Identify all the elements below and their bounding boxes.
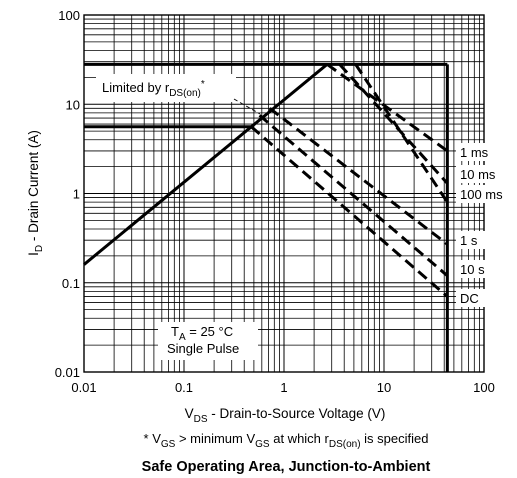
limited-by-rds-label: Limited by rDS(on)* <box>102 79 205 99</box>
curve-label-10-ms: 10 ms <box>460 167 496 182</box>
y-tick-label: 1 <box>73 187 80 202</box>
limited-by-rds-leader <box>233 98 261 115</box>
chart-title: Safe Operating Area, Junction-to-Ambient <box>142 459 431 475</box>
grid <box>83 14 485 373</box>
x-axis-sub: DS <box>194 414 208 425</box>
rds-on-limit-line <box>83 63 329 266</box>
x-tick-label: 10 <box>377 380 391 395</box>
x-tick-labels: 0.01 0.1 1 10 100 <box>71 380 495 395</box>
curve-label-10-s: 10 s <box>460 262 485 277</box>
footnote: * VGS > minimum VGS at which rDS(on) is … <box>144 431 429 450</box>
curve-DC <box>250 125 449 298</box>
conditions-bg <box>158 322 258 360</box>
curve-label-1-ms: 1 ms <box>460 145 489 160</box>
footnote-p2: > minimum V <box>175 431 255 446</box>
y-tick-label: 0.1 <box>62 276 80 291</box>
footnote-p4: is specified <box>361 431 429 446</box>
y-axis-text: - Drain Current (A) <box>26 130 41 245</box>
curve-1-s <box>268 107 449 246</box>
y-axis-prefix: I <box>26 252 41 256</box>
x-axis-text: - Drain-to-Source Voltage (V) <box>208 406 386 421</box>
curve-1-ms <box>326 63 449 153</box>
x-tick-label: 0.01 <box>71 380 96 395</box>
curve-label-bg <box>456 185 502 203</box>
limited-by-rds-sub: DS(on) <box>169 88 201 99</box>
limited-by-rds-text: Limited by r <box>102 80 170 95</box>
footnote-p1: * V <box>144 431 162 446</box>
curve-label-DC: DC <box>460 291 479 306</box>
footnote-s3: DS(on) <box>329 439 361 450</box>
curve-10-ms <box>338 63 449 185</box>
y-tick-label: 0.01 <box>55 365 80 380</box>
limited-by-rds-label-bg <box>96 74 236 102</box>
temp-prefix: T <box>171 324 179 339</box>
x-tick-label: 100 <box>473 380 495 395</box>
y-tick-label: 10 <box>66 97 80 112</box>
curve-10-s <box>258 114 449 277</box>
y-tick-labels: 0.01 0.1 1 10 100 <box>55 8 80 380</box>
limited-by-rds-annotation: Limited by rDS(on)* <box>96 74 261 115</box>
curve-label-100-ms: 100 ms <box>460 187 503 202</box>
curve-100-ms <box>354 63 449 203</box>
temp-text: = 25 °C <box>186 324 233 339</box>
temp-sub: A <box>179 332 186 343</box>
x-axis-title: VDS - Drain-to-Source Voltage (V) <box>185 406 386 425</box>
curve-label-bg <box>456 260 502 278</box>
x-tick-label: 1 <box>280 380 287 395</box>
temperature-condition: TA = 25 °C <box>171 324 233 343</box>
pulse-curves <box>250 63 449 298</box>
y-axis-title: ID - Drain Current (A) <box>26 130 45 256</box>
curve-label-bg <box>456 231 502 249</box>
curve-label-1-s: 1 s <box>460 233 478 248</box>
curve-label-bg <box>456 143 502 161</box>
single-pulse-label: Single Pulse <box>167 341 239 356</box>
y-tick-label: 100 <box>58 8 80 23</box>
footnote-p3: at which r <box>270 431 330 446</box>
curve-label-bg <box>456 289 502 307</box>
limit-lines <box>83 62 449 372</box>
footnote-s1: GS <box>161 439 176 450</box>
y-axis-sub: D <box>34 245 45 252</box>
conditions-box: TA = 25 °C Single Pulse <box>158 322 258 360</box>
footnote-s2: GS <box>255 439 270 450</box>
curve-label-bg <box>456 165 502 183</box>
limited-by-rds-star: * <box>201 79 205 90</box>
curve-labels: 1 ms 10 ms 100 ms 1 s 10 s DC <box>456 143 503 307</box>
x-axis-prefix: V <box>185 406 194 421</box>
x-tick-label: 0.1 <box>175 380 193 395</box>
